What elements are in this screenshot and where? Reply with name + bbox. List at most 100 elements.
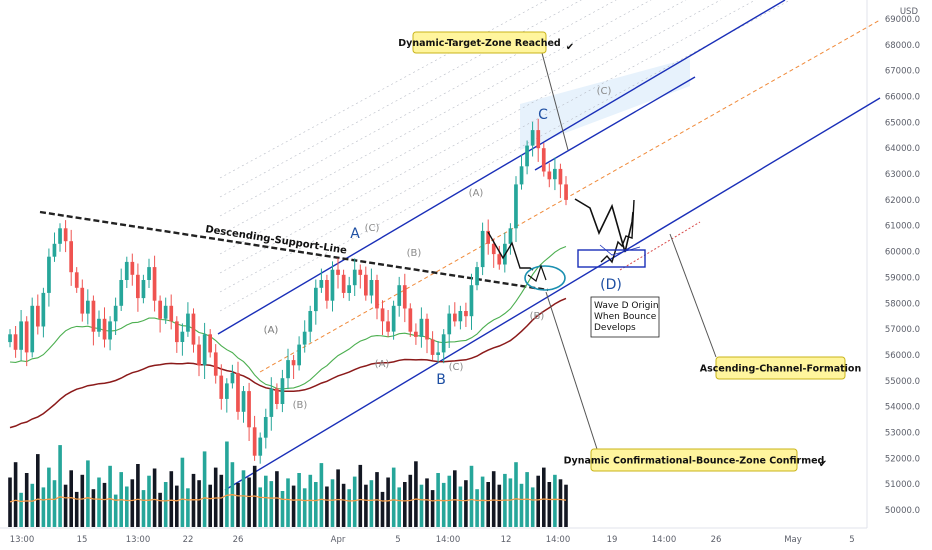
volume-bar	[80, 474, 85, 527]
volume-bar	[264, 475, 268, 527]
volume-bar	[286, 478, 290, 527]
volume-bar	[241, 470, 246, 527]
time-tick-label: 13:00	[10, 535, 35, 545]
volume-bar	[319, 463, 324, 527]
wave-label-minor: (C)	[365, 223, 380, 234]
wave-path-in-circle	[527, 264, 547, 282]
volume-bar	[425, 478, 429, 527]
volume-bar	[102, 482, 107, 527]
candle-body	[113, 305, 118, 322]
candle-body	[202, 334, 207, 366]
volume-bar	[69, 470, 73, 527]
candle-body	[430, 339, 435, 355]
time-tick-label: 15	[77, 535, 88, 545]
candle-body	[419, 318, 424, 337]
wave-label-a: A	[350, 226, 360, 242]
check-mark-top: ✔	[566, 42, 574, 53]
candle-body	[102, 318, 107, 340]
wave-label-minor: (B)	[407, 248, 422, 259]
volume-bar	[169, 471, 174, 527]
volume-bar	[336, 469, 340, 527]
candle-body	[330, 269, 335, 301]
wave-d-note-line: When Bounce	[594, 312, 657, 322]
candle-body	[41, 292, 46, 327]
candle-body	[297, 344, 301, 366]
price-tick-label: 68000.0	[885, 41, 920, 51]
volume-bar	[330, 479, 335, 527]
wave-label-b: B	[436, 372, 446, 388]
time-tick-label: 14:00	[652, 535, 677, 545]
volume-bar	[453, 470, 457, 527]
candle-body	[186, 313, 190, 332]
candle-body	[319, 280, 324, 288]
volume-bar	[558, 479, 563, 527]
volume-bar	[52, 480, 57, 527]
volume-bar	[391, 467, 396, 527]
candle-body	[19, 321, 23, 350]
volume-bar	[158, 492, 162, 527]
bounce-zone-circle	[524, 265, 566, 291]
volume-bar	[314, 482, 318, 527]
time-tick-label: May	[784, 535, 802, 545]
candle-body	[447, 313, 452, 335]
time-tick-label: 14:00	[436, 535, 461, 545]
channel-grid-line	[219, 0, 547, 179]
volume-bar	[19, 492, 23, 527]
candle-body	[464, 311, 468, 317]
candle-body	[425, 318, 429, 340]
price-tick-label: 62000.0	[885, 196, 920, 206]
channel-formation-callout: Ascending-Channel-Formation	[700, 364, 862, 375]
candle-body	[558, 168, 563, 185]
wave-d-note-box	[590, 296, 660, 338]
price-tick-label: 53000.0	[885, 428, 920, 438]
candle-body	[547, 171, 552, 180]
time-tick-label: 19	[607, 535, 618, 545]
channel-grid-line	[219, 0, 687, 255]
candle-body	[74, 272, 79, 288]
channel-median-line	[259, 19, 881, 373]
time-tick-label: 12	[501, 535, 512, 545]
volume-bar	[469, 465, 474, 527]
volume-bar	[447, 475, 452, 527]
candle-body	[130, 261, 135, 275]
candle-body	[24, 321, 29, 353]
target-zone-callout-box	[412, 31, 547, 54]
candle-body	[230, 373, 235, 384]
volume-bar	[202, 451, 207, 527]
volume-bar	[30, 483, 35, 527]
wave-label-c: C	[538, 107, 548, 123]
price-tick-label: 56000.0	[885, 351, 920, 361]
price-tick-label: 52000.0	[885, 454, 920, 464]
volume-bar	[208, 484, 212, 527]
price-tick-label: 64000.0	[885, 144, 920, 154]
candle-body	[302, 331, 307, 345]
time-tick-label: 5	[395, 535, 400, 545]
candle-body	[414, 331, 418, 337]
projection-dotted-line	[619, 221, 701, 271]
volume-ma-line	[9, 494, 567, 503]
channel-formation-callout-leader	[669, 233, 717, 358]
candle-body	[275, 388, 279, 404]
candle-body	[30, 305, 35, 353]
volume-bar	[8, 477, 12, 527]
time-tick-label: 13:00	[126, 535, 151, 545]
price-tick-label: 54000.0	[885, 403, 920, 413]
volume-bar	[542, 467, 546, 527]
volume-bar	[258, 487, 262, 527]
volume-bar	[514, 462, 518, 527]
candle-body	[453, 313, 457, 322]
candle-body	[336, 269, 340, 275]
price-tick-label: 65000.0	[885, 118, 920, 128]
time-tick-label: 5	[849, 535, 854, 545]
volume-bar	[58, 445, 62, 527]
candle-body	[108, 321, 112, 340]
candle-body	[436, 352, 440, 355]
volume-bar	[441, 482, 446, 527]
wave-label-d: (D)	[600, 277, 622, 293]
wave-label-minor: (A)	[469, 188, 484, 199]
candle-body	[225, 383, 229, 399]
volume-bar	[458, 486, 463, 527]
price-tick-label: 61000.0	[885, 222, 920, 232]
volume-bar	[113, 494, 118, 527]
